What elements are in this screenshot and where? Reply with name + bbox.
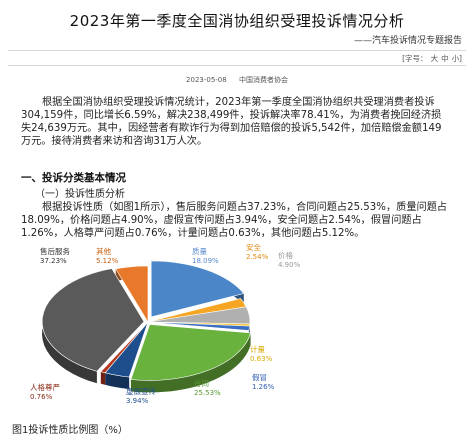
publish-date: 2023-05-08 <box>186 76 227 84</box>
pie-label-0: 质量 <box>192 246 207 256</box>
pie-value-2: 4.90% <box>278 261 301 269</box>
pie-value-0: 18.09% <box>192 257 219 265</box>
font-large-link[interactable]: 大 <box>430 54 439 63</box>
pie-slice-side-7 <box>100 371 106 385</box>
font-small-link[interactable]: 小] <box>451 54 462 63</box>
pie-value-7: 0.76% <box>30 393 53 401</box>
pie-slice-4 <box>147 321 251 331</box>
pie-value-9: 5.12% <box>96 257 119 265</box>
font-size-bar: [字号： 大 中 小] <box>8 50 466 66</box>
pie-value-8: 37.23% <box>40 257 67 265</box>
pie-value-4: 1.26% <box>252 383 275 391</box>
pie-label-7: 人格尊严 <box>30 382 60 392</box>
pie-label-2: 价格 <box>278 250 293 260</box>
pie-slice-0 <box>150 260 245 318</box>
page-subtitle: ——汽车投诉情况专题报告 <box>353 36 462 46</box>
section-heading: 一、投诉分类基本情况 <box>21 172 126 184</box>
font-size-switcher: [字号： 大 中 小] <box>402 53 462 64</box>
complaint-nature-paragraph: 根据投诉性质（如图1所示），售后服务问题占37.23%，合同问题占25.53%，… <box>21 202 448 239</box>
pie-slice-side-5 <box>130 332 251 393</box>
font-medium-link[interactable]: 中 <box>441 54 449 63</box>
font-size-label: [字号： <box>402 54 428 63</box>
publisher: 中国消费者协会 <box>238 76 288 84</box>
pie-label-4: 假冒 <box>252 373 267 382</box>
summary-paragraph: 根据全国消协组织受理投诉情况统计，2023年第一季度全国消协组织共受理消费者投诉… <box>21 97 442 147</box>
figure-caption: 图1投诉性质比例图（%） <box>12 425 128 436</box>
pie-slice-7 <box>100 321 149 374</box>
pie-label-1: 安全 <box>246 244 261 252</box>
pie-value-3: 0.63% <box>250 355 273 363</box>
page-title: 2023年第一季度全国消协组织受理投诉情况分析 <box>69 12 405 30</box>
pie-label-5: 合同 <box>194 378 209 388</box>
pie-value-5: 25.53% <box>194 389 221 397</box>
pie-slice-5 <box>130 324 251 381</box>
pie-value-1: 2.54% <box>246 253 269 261</box>
pie-label-8: 售后服务 <box>40 246 70 256</box>
pie-slice-8 <box>42 268 145 372</box>
subsection-heading: （一）投诉性质分析 <box>35 189 125 200</box>
pie-label-9: 其他 <box>96 246 111 256</box>
pie-slice-side-6 <box>105 372 130 389</box>
pie-label-6: 虚假宣传 <box>126 386 156 396</box>
pie-label-3: 计量 <box>250 344 265 354</box>
pie-slice-9 <box>115 265 149 324</box>
article-meta: 2023-05-08 中国消费者协会 <box>0 75 474 85</box>
pie-value-6: 3.94% <box>126 397 149 405</box>
